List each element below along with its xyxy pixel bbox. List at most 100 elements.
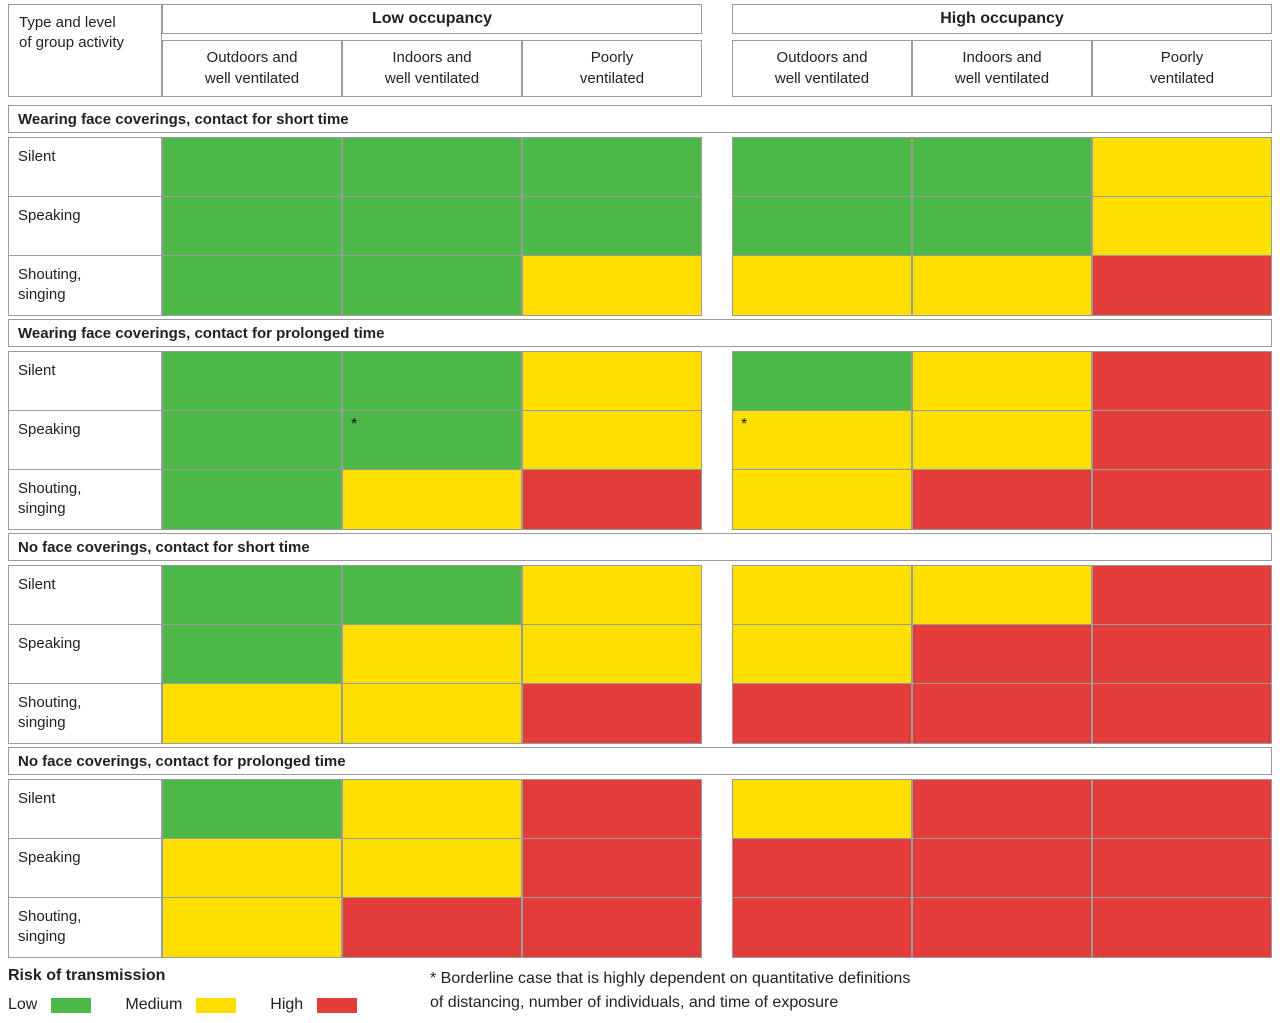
risk-cell-low (342, 255, 522, 316)
section-rows: Silent Speaking Shouting, singing (8, 565, 1272, 744)
high-risk-swatch (317, 997, 358, 1013)
risk-cell-low (522, 196, 702, 256)
section-rows: Silent Speaking * * Shouting, singing (8, 351, 1272, 530)
risk-cell-high (1092, 683, 1272, 744)
section-rows: Silent Speaking Shouting, singing (8, 779, 1272, 958)
table-row: Shouting, singing (8, 897, 1272, 958)
legend-item-medium: Medium (125, 996, 237, 1014)
occupancy-group-gap (702, 565, 732, 625)
occupancy-group-gap (702, 624, 732, 684)
table-row: Shouting, singing (8, 469, 1272, 530)
risk-cell-low (162, 469, 342, 530)
occupancy-group-gap (702, 255, 732, 316)
legend-item-low: Low (8, 996, 92, 1014)
risk-cell-medium (1092, 196, 1272, 256)
risk-cell-low (162, 255, 342, 316)
risk-cell-high (522, 469, 702, 530)
risk-cell-medium (912, 410, 1092, 470)
risk-cell-medium (732, 779, 912, 839)
section-header: Wearing face coverings, contact for prol… (8, 319, 1272, 347)
risk-cell-medium (342, 838, 522, 898)
table-header: Type and level of group activity Low occ… (8, 4, 1272, 97)
column-header-low-poorly-ventilated: Poorly ventilated (522, 40, 702, 97)
risk-cell-medium (342, 683, 522, 744)
risk-cell-high (1092, 624, 1272, 684)
legend-label-medium: Medium (125, 996, 183, 1013)
risk-cell-medium (342, 779, 522, 839)
row-label: Shouting, singing (8, 897, 162, 958)
risk-cell-medium (522, 410, 702, 470)
risk-cell-high (1092, 410, 1272, 470)
column-header-high-indoors: Indoors and well ventilated (912, 40, 1092, 97)
risk-cell-low (162, 624, 342, 684)
medium-risk-swatch (196, 997, 237, 1013)
section-header: No face coverings, contact for prolonged… (8, 747, 1272, 775)
risk-cell-high (522, 779, 702, 839)
risk-cell-low (342, 196, 522, 256)
footnote: * Borderline case that is highly depende… (430, 970, 911, 1011)
risk-cell-medium (162, 683, 342, 744)
row-label: Speaking (8, 838, 162, 898)
occupancy-group-gap (702, 469, 732, 530)
risk-cell-medium (522, 255, 702, 316)
row-label: Speaking (8, 624, 162, 684)
occupancy-group-gap (702, 897, 732, 958)
table-row: Shouting, singing (8, 255, 1272, 316)
risk-cell-medium (732, 255, 912, 316)
legend-label-low: Low (8, 996, 38, 1013)
risk-cell-low (522, 137, 702, 197)
risk-cell-high (912, 779, 1092, 839)
risk-cell-high (912, 838, 1092, 898)
section-rows: Silent Speaking Shouting, singing (8, 137, 1272, 316)
row-label: Silent (8, 137, 162, 197)
table-row: Silent (8, 779, 1272, 839)
risk-cell-medium: * (732, 410, 912, 470)
risk-cell-low (162, 137, 342, 197)
group-header-high-occupancy: High occupancy (732, 4, 1272, 34)
risk-cell-low (912, 137, 1092, 197)
risk-cell-low (732, 351, 912, 411)
table-row: Speaking * * (8, 410, 1272, 470)
risk-cell-high (732, 683, 912, 744)
asterisk-marker: * (351, 416, 358, 433)
risk-cell-high (732, 838, 912, 898)
risk-cell-medium (162, 838, 342, 898)
occupancy-group-gap (702, 351, 732, 411)
risk-cell-high (1092, 565, 1272, 625)
risk-cell-high (732, 897, 912, 958)
column-header-high-poorly-ventilated: Poorly ventilated (1092, 40, 1272, 97)
table-row: Speaking (8, 624, 1272, 684)
column-header-high-outdoors: Outdoors and well ventilated (732, 40, 912, 97)
row-label: Shouting, singing (8, 469, 162, 530)
table-row: Silent (8, 351, 1272, 411)
risk-cell-medium (342, 469, 522, 530)
occupancy-group-gap (702, 683, 732, 744)
risk-cell-low (732, 137, 912, 197)
legend-title: Risk of transmission (8, 967, 166, 984)
risk-cell-medium (732, 624, 912, 684)
risk-cell-medium (912, 255, 1092, 316)
risk-cell-high (522, 683, 702, 744)
risk-cell-medium (732, 565, 912, 625)
corner-header-cell: Type and level of group activity (8, 4, 162, 97)
risk-cell-low (162, 779, 342, 839)
legend-label-high: High (270, 996, 304, 1013)
risk-cell-medium (912, 565, 1092, 625)
row-label: Silent (8, 351, 162, 411)
table-row: Speaking (8, 196, 1272, 256)
legend: Risk of transmission Low Medium High (8, 967, 430, 1015)
figure-footer: Risk of transmission Low Medium High * B… (8, 967, 1272, 1015)
section-header: Wearing face coverings, contact for shor… (8, 105, 1272, 133)
table-row: Shouting, singing (8, 683, 1272, 744)
risk-cell-high (1092, 838, 1272, 898)
risk-cell-low (162, 351, 342, 411)
risk-cell-medium (522, 351, 702, 411)
occupancy-group-gap (702, 196, 732, 256)
risk-cell-high (912, 897, 1092, 958)
section-header: No face coverings, contact for short tim… (8, 533, 1272, 561)
risk-cell-low (342, 351, 522, 411)
table-row: Speaking (8, 838, 1272, 898)
row-label: Silent (8, 565, 162, 625)
column-header-low-outdoors: Outdoors and well ventilated (162, 40, 342, 97)
